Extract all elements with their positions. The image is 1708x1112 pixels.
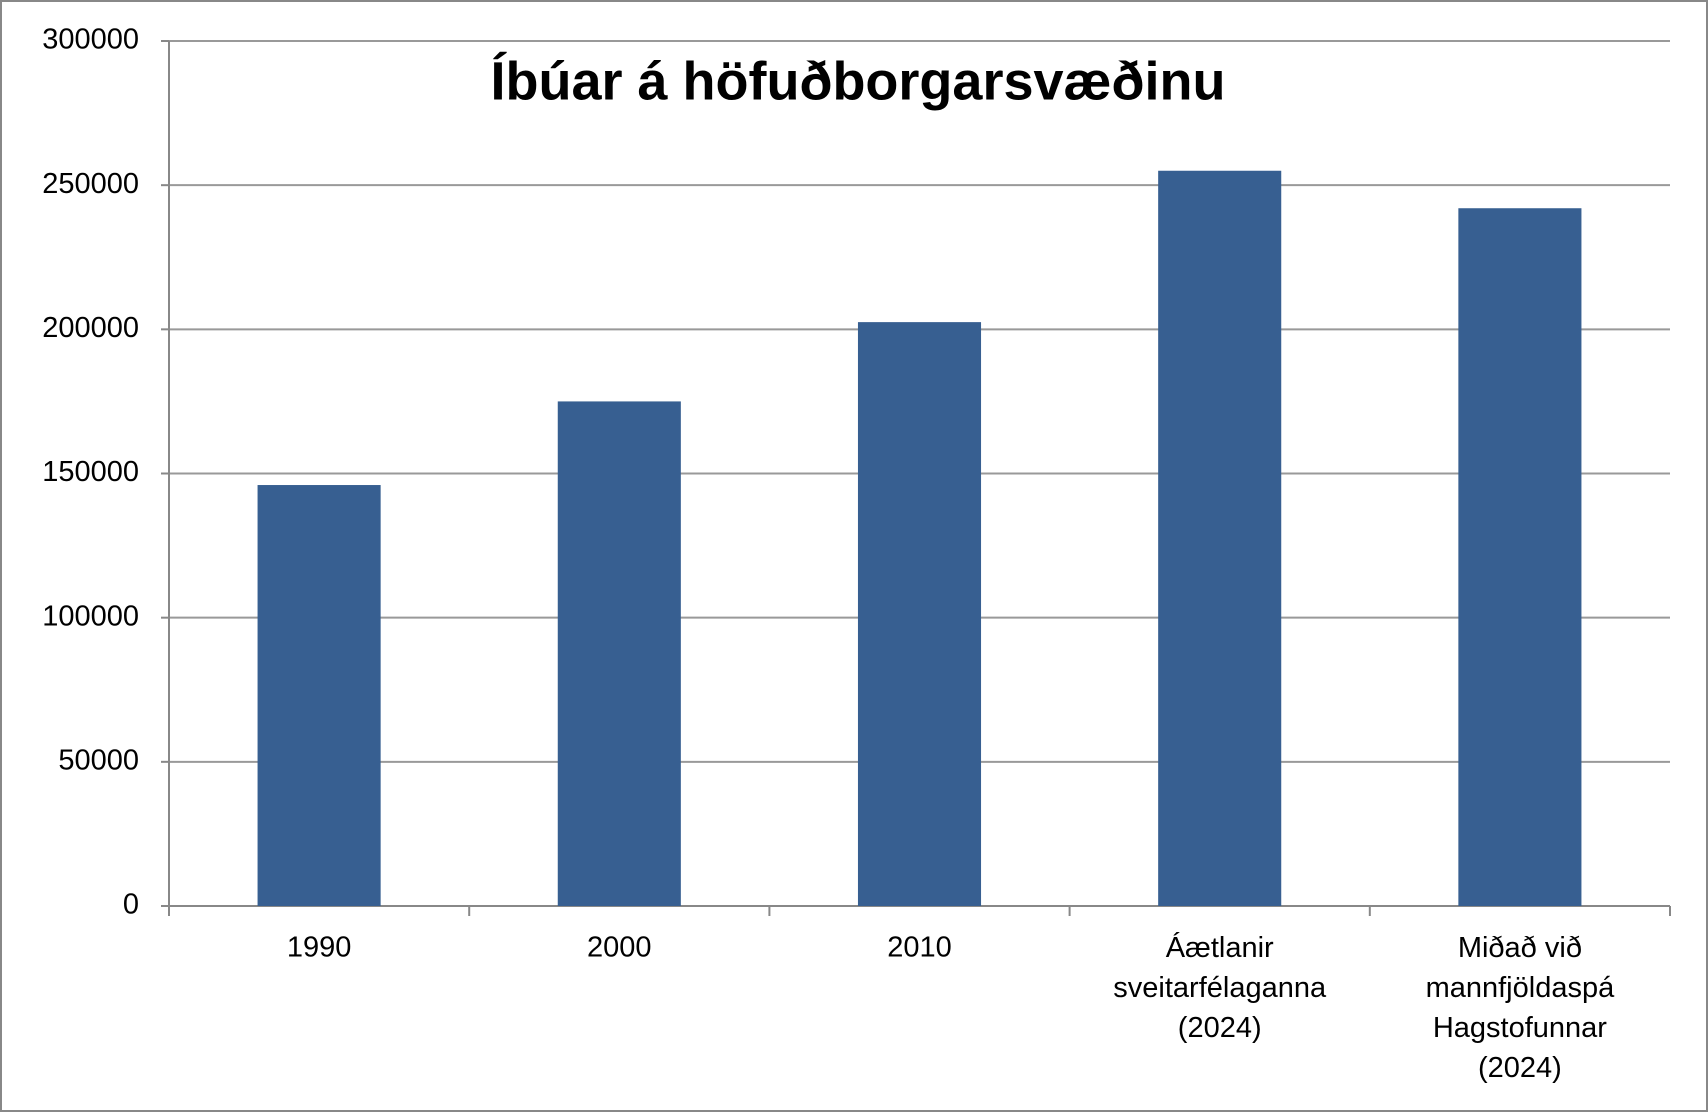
x-tick-label: 1990 <box>287 932 352 964</box>
y-tick-label: 300000 <box>42 24 139 56</box>
x-tick-label: Áætlanir sveitarfélaganna (2024) <box>1113 931 1327 1044</box>
x-tick-label: 2010 <box>887 932 952 964</box>
y-tick-label: 50000 <box>58 744 139 776</box>
y-tick-label: 100000 <box>42 600 139 632</box>
x-tick-label: Miðað við mannfjöldaspá Hagstofunnar (2024) <box>1426 932 1615 1084</box>
bar <box>1458 208 1582 906</box>
y-tick-label: 150000 <box>42 456 139 488</box>
y-tick-label: 200000 <box>42 312 139 344</box>
bar <box>557 401 681 906</box>
y-tick-label: 0 <box>123 889 139 921</box>
x-tick-label: 2000 <box>587 932 652 964</box>
chart-title: Íbúar á höfuðborgarsvæðinu <box>490 51 1225 111</box>
y-tick-label: 250000 <box>42 168 139 200</box>
bar <box>1158 170 1282 906</box>
bar <box>857 322 982 906</box>
bar <box>257 485 381 906</box>
